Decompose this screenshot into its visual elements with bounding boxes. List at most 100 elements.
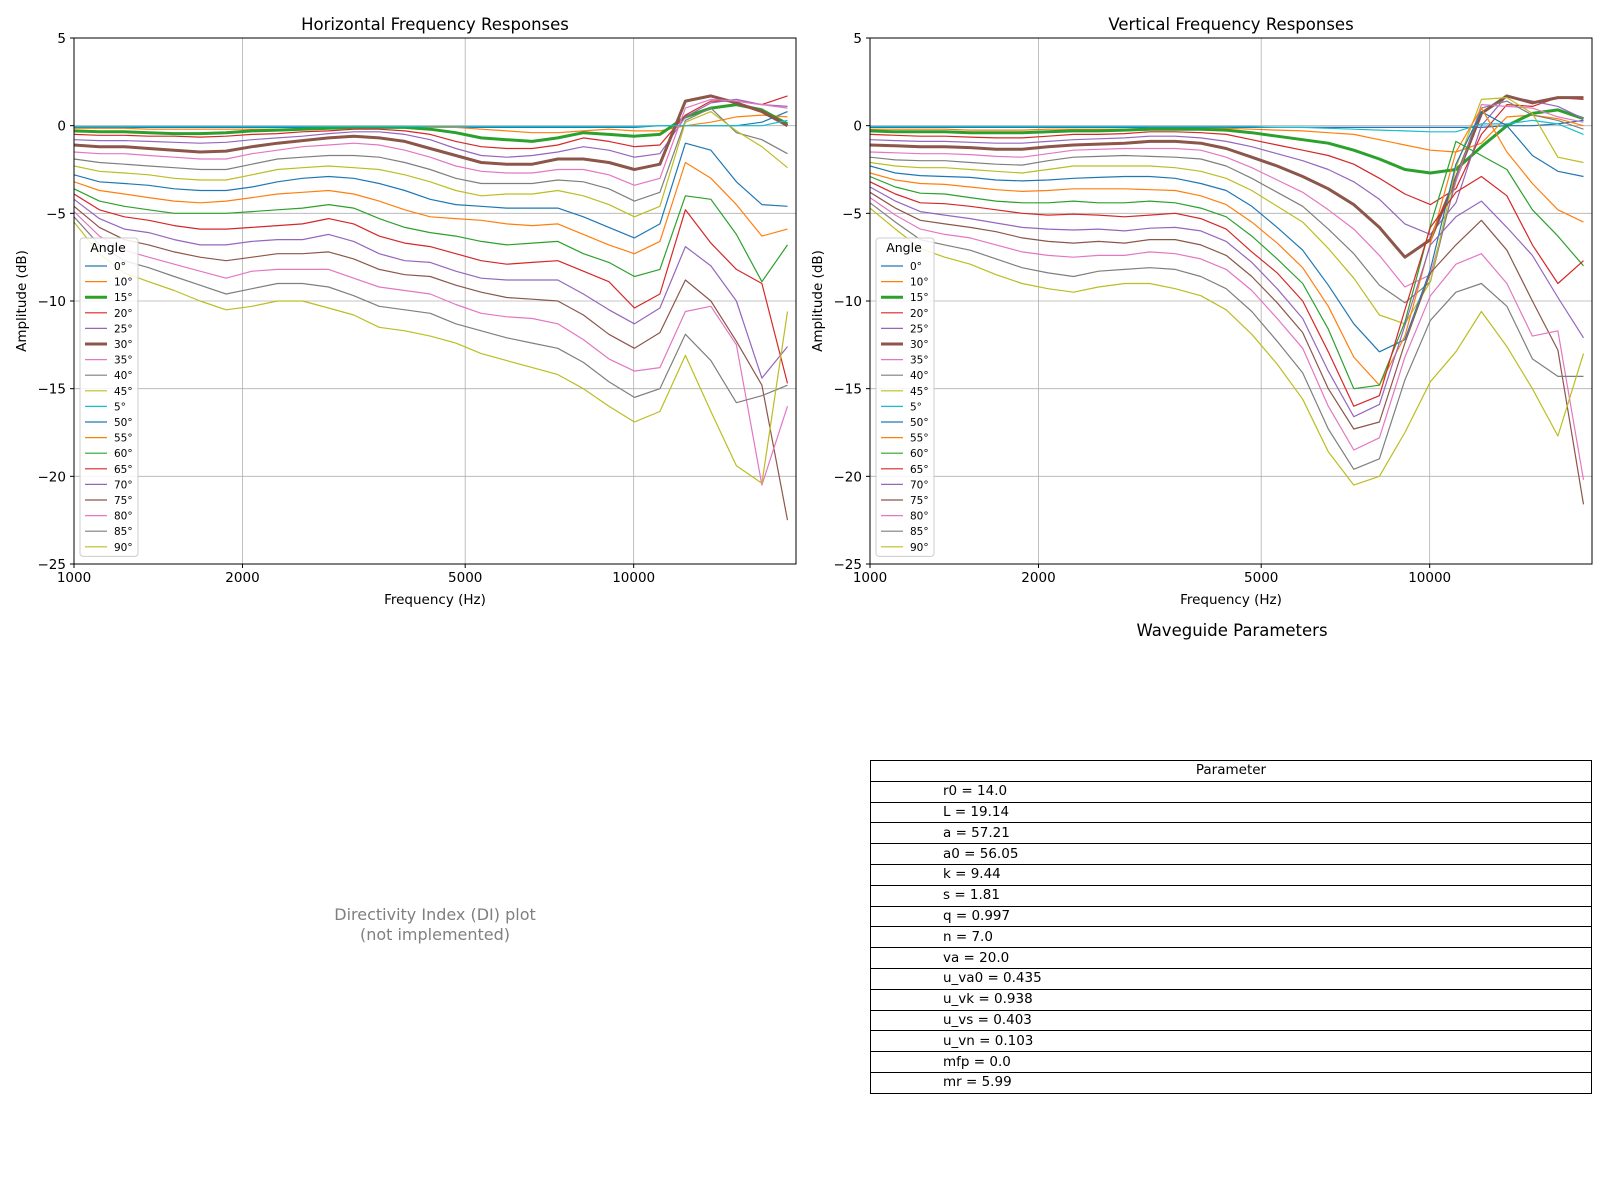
parameter-cell: a0 = 56.05 <box>870 843 1592 865</box>
series-line-40deg <box>74 107 788 202</box>
parameter-cell: r0 = 14.0 <box>870 780 1592 803</box>
legend-entry: 0° <box>910 261 922 273</box>
legend-entry: 30° <box>114 339 133 351</box>
parameter-cell: s = 1.81 <box>870 884 1592 907</box>
legend-entry: 65° <box>910 464 929 476</box>
y-tick-label: −20 <box>38 469 67 485</box>
series-line-40deg <box>870 100 1584 304</box>
legend-entry: 35° <box>114 355 133 367</box>
legend-entry: 25° <box>910 323 929 335</box>
parameter-cell: u_vk = 0.938 <box>870 988 1592 1011</box>
legend-entry: 25° <box>114 323 133 335</box>
legend-entry: 65° <box>114 464 133 476</box>
legend-entry: 55° <box>114 433 133 445</box>
x-tick-label: 5000 <box>1244 570 1278 586</box>
vertical-frequency-chart: 1000 2000 5000 10000 5 0 −5 −10 −15 −20 −25 Vertica… <box>810 15 1593 608</box>
legend-entry: 75° <box>114 495 133 507</box>
legend: Angle 0° 10° 15° 20° 25° 30° 35° 40° 45° 5° 50° 55° 6… <box>875 237 935 557</box>
parameter-cell: k = 9.44 <box>870 863 1592 886</box>
legend-entry: 75° <box>910 495 929 507</box>
series-line-50deg <box>74 142 788 239</box>
x-tick-label: 1000 <box>853 570 887 586</box>
parameter-row: u_vk = 0.938 <box>870 988 1592 1011</box>
parameter-row: L = 19.14 <box>870 801 1592 824</box>
legend-entry: 45° <box>910 386 929 398</box>
y-tick-label: 5 <box>57 31 66 47</box>
legend-entry: 5° <box>910 401 922 413</box>
legend-entry: 70° <box>114 479 133 491</box>
legend-entry: 20° <box>114 308 133 320</box>
parameter-cell: u_vn = 0.103 <box>870 1030 1592 1053</box>
series-line-65deg <box>74 193 789 384</box>
x-tick-label: 1000 <box>57 570 91 586</box>
parameter-cell: q = 0.997 <box>870 905 1592 928</box>
legend-title: Angle <box>886 240 922 255</box>
parameter-cell: L = 19.14 <box>870 801 1592 824</box>
legend-entry: 60° <box>114 448 133 460</box>
legend-entry: 70° <box>910 479 929 491</box>
y-tick-label: −15 <box>38 382 67 398</box>
legend-entry: 20° <box>910 308 929 320</box>
series-line-10deg <box>870 114 1584 153</box>
series-line-35deg <box>74 98 788 186</box>
series-line-0deg <box>870 119 1584 129</box>
series-line-30deg <box>74 94 789 171</box>
legend-entry: 40° <box>910 370 929 382</box>
parameter-cell: mfp = 0.0 <box>870 1051 1592 1073</box>
parameter-row: u_vs = 0.403 <box>870 1009 1592 1032</box>
legend-entry: 45° <box>114 386 133 398</box>
series-line-5deg <box>74 119 788 128</box>
parameter-cell: mr = 5.99 <box>870 1071 1592 1094</box>
parameter-table: Parameter r0 = 14.0 L = 19.14 a = 57.21 a0 … <box>870 760 1592 1094</box>
horizontal-frequency-chart: 1000 2000 5000 10000 5 0 −5 −10 −15 −20 −25 Horizon… <box>14 15 797 608</box>
legend-entry: 85° <box>910 526 929 538</box>
legend-box <box>79 237 139 557</box>
series-line-25deg <box>870 95 1584 235</box>
series-line-65deg <box>870 175 1584 407</box>
series-line-20deg <box>74 95 788 150</box>
legend-entry: 5° <box>114 401 126 413</box>
y-tick-label: 0 <box>853 119 862 135</box>
legend-entry: 35° <box>910 355 929 367</box>
legend-entry: 50° <box>114 417 133 429</box>
series-line-15deg <box>74 103 789 143</box>
parameter-row: mr = 5.99 <box>870 1071 1592 1094</box>
legend-box <box>875 237 935 557</box>
series-line-80deg <box>870 197 1585 480</box>
parameter-row: q = 0.997 <box>870 905 1592 928</box>
y-tick-label: −25 <box>834 557 863 573</box>
di-placeholder: Directivity Index (DI) plot (not impleme… <box>74 905 796 945</box>
parameter-row: a = 57.21 <box>870 822 1592 845</box>
series-group <box>870 94 1585 505</box>
parameter-cell: u_va0 = 0.435 <box>870 967 1592 990</box>
x-axis-label: Frequency (Hz) <box>1180 592 1282 608</box>
legend-entry: 55° <box>910 433 929 445</box>
parameter-row: k = 9.44 <box>870 863 1592 886</box>
series-line-90deg <box>870 207 1585 486</box>
series-line-55deg <box>870 107 1584 386</box>
legend-entry: 10° <box>114 277 133 289</box>
legend-entry: 80° <box>910 511 929 523</box>
series-line-75deg <box>74 205 789 521</box>
legend-entry: 0° <box>114 261 126 273</box>
parameter-cell: a = 57.21 <box>870 822 1592 845</box>
y-tick-label: −15 <box>834 382 863 398</box>
series-line-20deg <box>870 96 1584 206</box>
legend-entry: 90° <box>910 542 929 554</box>
y-tick-label: −10 <box>834 294 863 310</box>
x-tick-label: 10000 <box>612 570 655 586</box>
x-tick-label: 2000 <box>225 570 259 586</box>
y-tick-label: −10 <box>38 294 67 310</box>
parameter-row: u_vn = 0.103 <box>870 1030 1592 1053</box>
y-tick-label: −5 <box>842 206 862 222</box>
series-line-15deg <box>870 108 1584 175</box>
series-line-80deg <box>74 211 789 486</box>
x-axis-label: Frequency (Hz) <box>384 592 486 608</box>
parameter-cell: u_vs = 0.403 <box>870 1009 1592 1032</box>
y-tick-label: 5 <box>853 31 862 47</box>
chart-title: Horizontal Frequency Responses <box>301 15 569 34</box>
legend-entry: 40° <box>114 370 133 382</box>
y-axis-label: Amplitude (dB) <box>14 250 30 352</box>
legend-entry: 15° <box>114 292 133 304</box>
legend-entry: 85° <box>114 526 133 538</box>
